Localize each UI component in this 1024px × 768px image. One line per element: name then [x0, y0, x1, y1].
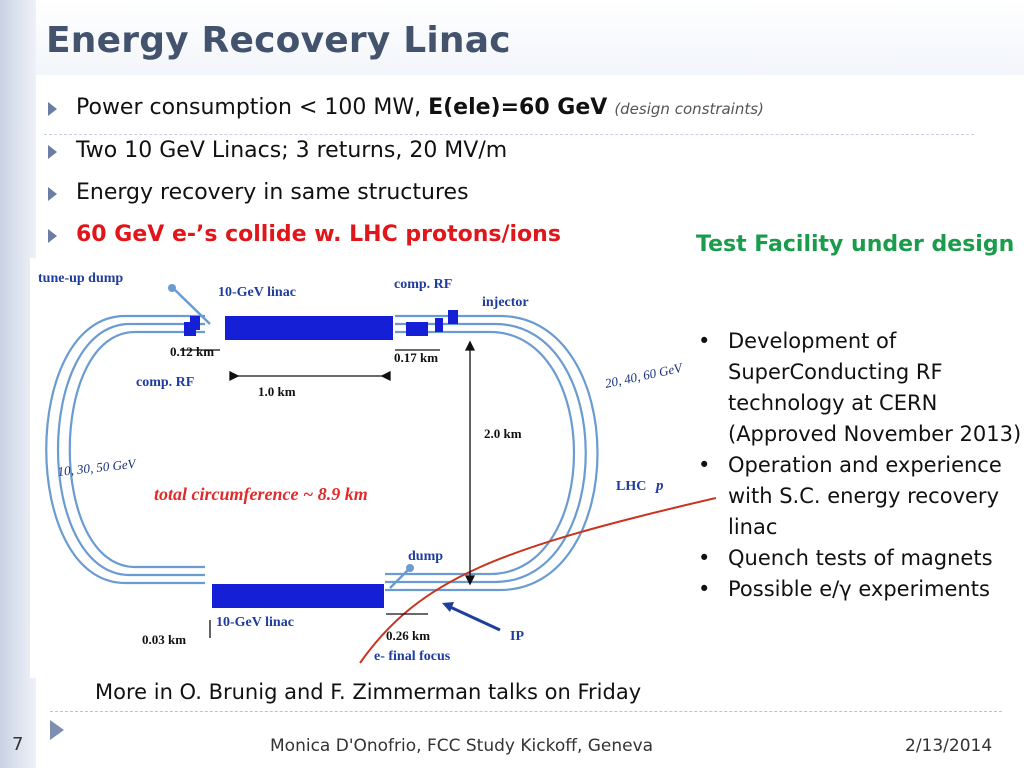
label-linac-bottom: 10-GeV linac	[216, 615, 294, 630]
erl-layout-diagram: tune-up dump 10-GeV linac comp. RF injec…	[30, 258, 716, 678]
label-d012: 0.12 km	[170, 344, 214, 359]
bullet-item: Energy recovery in same structures	[44, 177, 974, 219]
triangle-bullet-icon	[48, 187, 57, 201]
footer-center-text: Monica D'Onofrio, FCC Study Kickoff, Gen…	[270, 736, 654, 756]
label-d003: 0.03 km	[142, 632, 186, 647]
ip-arrow-line	[447, 604, 501, 632]
label-injector: injector	[482, 295, 529, 310]
injector-block	[435, 318, 443, 332]
bottom-linac	[212, 584, 384, 608]
lhc-proton-beam	[359, 497, 716, 664]
footer-date: 2/13/2014	[905, 736, 993, 756]
side-list-item: • Possible e/γ experiments	[696, 574, 1022, 605]
dump-line	[389, 569, 409, 589]
label-tune-up-dump: tune-up dump	[38, 271, 123, 286]
label-d026: 0.26 km	[386, 628, 430, 643]
side-bullet-list: • Development of SuperConducting RF techn…	[696, 326, 1022, 605]
play-icon	[50, 720, 64, 740]
triangle-bullet-icon	[48, 102, 57, 116]
arrowhead	[464, 340, 476, 351]
left-arc-middle	[56, 322, 205, 577]
footer-divider	[50, 711, 1002, 712]
top-linac	[225, 316, 393, 340]
ip-arrowhead	[442, 602, 454, 612]
label-final-focus: e- final focus	[374, 649, 451, 664]
side-item-text: Quench tests of magnets	[728, 546, 993, 570]
bullet-item: 60 GeV e-’s collide w. LHC protons/ions	[44, 219, 974, 261]
label-lhc-p: p	[654, 478, 664, 494]
label-ip: IP	[510, 629, 524, 644]
injector-block-2	[448, 310, 458, 324]
bullet-dot-icon: •	[698, 453, 711, 477]
label-linac-top: 10-GeV linac	[218, 285, 296, 300]
bullet-note: (design constraints)	[614, 100, 764, 118]
comp-rf-block-right	[406, 322, 428, 336]
left-arc-outer	[45, 314, 205, 585]
bullet-text: Power consumption < 100 MW,	[76, 95, 429, 120]
label-circumference: total circumference ~ 8.9 km	[154, 484, 368, 504]
label-lhc: LHC	[616, 479, 646, 494]
right-arc-outer	[385, 314, 599, 592]
arrowhead	[380, 370, 391, 382]
page-number: 7	[12, 734, 24, 755]
comp-rf-block-left-2	[190, 316, 200, 330]
left-arc-inner	[68, 330, 205, 569]
dump-marker	[406, 564, 414, 572]
side-list-item: • Quench tests of magnets	[696, 543, 1022, 574]
triangle-bullet-icon	[48, 229, 57, 243]
side-item-text: Operation and experience with S.C. energ…	[728, 453, 1002, 539]
bullet-text: Two 10 GeV Linacs; 3 returns, 20 MV/m	[76, 138, 508, 163]
side-list-item: • Development of SuperConducting RF techn…	[696, 326, 1022, 450]
bullet-emphasis: E(ele)=60 GeV	[428, 95, 608, 120]
label-dump: dump	[408, 549, 443, 564]
slide-title: Energy Recovery Linac	[46, 20, 511, 61]
more-info-text: More in O. Brunig and F. Zimmerman talks…	[95, 680, 642, 704]
side-item-text: Development of SuperConducting RF techno…	[728, 329, 1022, 446]
label-d10: 1.0 km	[258, 384, 296, 399]
tune-up-dump-line	[174, 289, 211, 325]
triangle-bullet-icon	[48, 145, 57, 159]
bullet-dot-icon: •	[698, 329, 711, 353]
right-arc-middle	[385, 322, 587, 584]
bullet-text-highlight: 60 GeV e-’s collide w. LHC protons/ions	[76, 222, 561, 247]
bullet-text: Energy recovery in same structures	[76, 180, 469, 205]
bullet-dot-icon: •	[698, 577, 711, 601]
bullet-item: Power consumption < 100 MW, E(ele)=60 Ge…	[44, 92, 974, 135]
side-panel-title: Test Facility under design	[696, 232, 1015, 257]
bullet-list: Power consumption < 100 MW, E(ele)=60 Ge…	[44, 92, 974, 261]
dimension-markers	[180, 340, 476, 638]
label-comp-rf-left: comp. RF	[136, 375, 194, 390]
bullet-dot-icon: •	[698, 546, 711, 570]
side-item-text: Possible e/γ experiments	[728, 577, 990, 601]
recirculation-arcs	[45, 314, 599, 592]
arrowhead	[229, 370, 240, 382]
label-d017: 0.17 km	[394, 350, 438, 365]
bullet-item: Two 10 GeV Linacs; 3 returns, 20 MV/m	[44, 135, 974, 177]
side-list-item: • Operation and experience with S.C. ener…	[696, 450, 1022, 543]
label-comp-rf-top: comp. RF	[394, 277, 452, 292]
right-arc-inner	[385, 330, 576, 576]
title-bar	[36, 0, 1024, 75]
tune-up-dump-marker	[168, 284, 176, 292]
label-d20: 2.0 km	[484, 426, 522, 441]
arrowhead	[464, 575, 476, 586]
